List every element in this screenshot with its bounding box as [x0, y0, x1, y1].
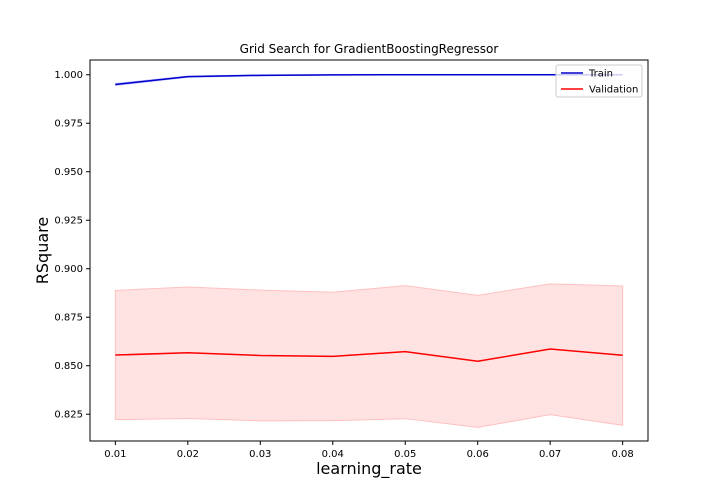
validation-line — [115, 348, 623, 363]
legend-label-train: Train — [588, 69, 613, 80]
x-tick-label: 0.05 — [394, 449, 416, 460]
legend-label-validation: Validation — [589, 85, 638, 96]
chart-title: Grid Search for GradientBoostingRegresso… — [240, 42, 499, 56]
y-tick-label: 0.950 — [54, 167, 83, 178]
y-axis-ticks: 0.825 0.850 0.875 0.900 0.925 0.950 0.975 1.000 — [54, 70, 90, 421]
x-axis-ticks: 0.01 0.02 0.03 0.04 0.05 0.06 0.07 0.08 — [104, 441, 634, 460]
x-tick-label: 0.01 — [104, 449, 126, 460]
y-tick-label: 0.850 — [54, 361, 83, 372]
legend: Train Validation — [555, 64, 643, 98]
x-tick-label: 0.02 — [177, 449, 199, 460]
x-tick-label: 0.07 — [539, 449, 561, 460]
plot-area-frame — [89, 59, 649, 442]
y-axis-label: RSquare — [33, 217, 52, 284]
series-lines — [115, 73, 623, 363]
x-tick-label: 0.08 — [612, 449, 634, 460]
train-line — [115, 73, 623, 86]
y-tick-label: 0.825 — [54, 410, 83, 421]
y-tick-label: 0.925 — [54, 216, 83, 227]
y-tick-label: 0.975 — [54, 119, 83, 130]
x-tick-label: 0.03 — [249, 449, 271, 460]
y-tick-label: 0.875 — [54, 313, 83, 324]
x-tick-label: 0.06 — [467, 449, 489, 460]
x-tick-label: 0.04 — [322, 449, 344, 460]
x-axis-label: learning_rate — [316, 459, 422, 479]
validation-confidence-band — [114, 283, 624, 428]
y-tick-label: 1.000 — [54, 70, 83, 81]
y-tick-label: 0.900 — [54, 264, 83, 275]
